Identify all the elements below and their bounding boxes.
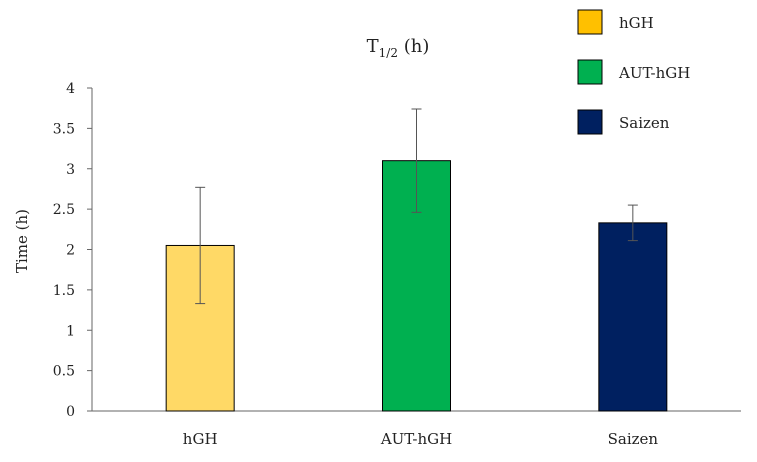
chart-title-main: T: [367, 36, 379, 57]
y-tick-label: 0.5: [53, 364, 75, 380]
y-tick-label: 1.5: [53, 283, 75, 299]
y-tick-label: 0: [66, 404, 75, 420]
legend-swatch: [577, 9, 603, 35]
y-tick-label: 3.5: [53, 121, 75, 137]
y-axis-ticks: 0 0.5 1 1.5 2 2.5 3 3.5 4: [53, 81, 92, 420]
chart-title-subscript: 1/2: [379, 46, 398, 60]
x-tick-label: AUT-hGH: [380, 430, 452, 448]
y-tick-label: 2: [66, 243, 75, 259]
y-tick-label: 4: [66, 81, 75, 97]
error-bars: [195, 108, 638, 305]
x-axis-tick-labels: hGH AUT-hGH Saizen: [183, 430, 659, 448]
chart-title: T1/2 (h): [367, 36, 430, 60]
legend-label: AUT-hGH: [618, 64, 690, 82]
y-tick-label: 2.5: [53, 202, 75, 218]
legend-swatch: [577, 109, 603, 135]
legend-label: hGH: [619, 14, 654, 32]
bar-saizen: [598, 222, 668, 412]
chart-title-tail: (h): [398, 36, 429, 57]
legend-label: Saizen: [619, 114, 670, 132]
y-tick-label: 1: [66, 323, 75, 339]
x-tick-label: Saizen: [608, 430, 659, 448]
legend: hGH AUT-hGH Saizen: [577, 9, 690, 135]
y-axis-label: Time (h): [13, 209, 31, 273]
y-tick-label: 3: [66, 162, 75, 178]
x-tick-label: hGH: [183, 430, 218, 448]
legend-swatch: [577, 59, 603, 85]
